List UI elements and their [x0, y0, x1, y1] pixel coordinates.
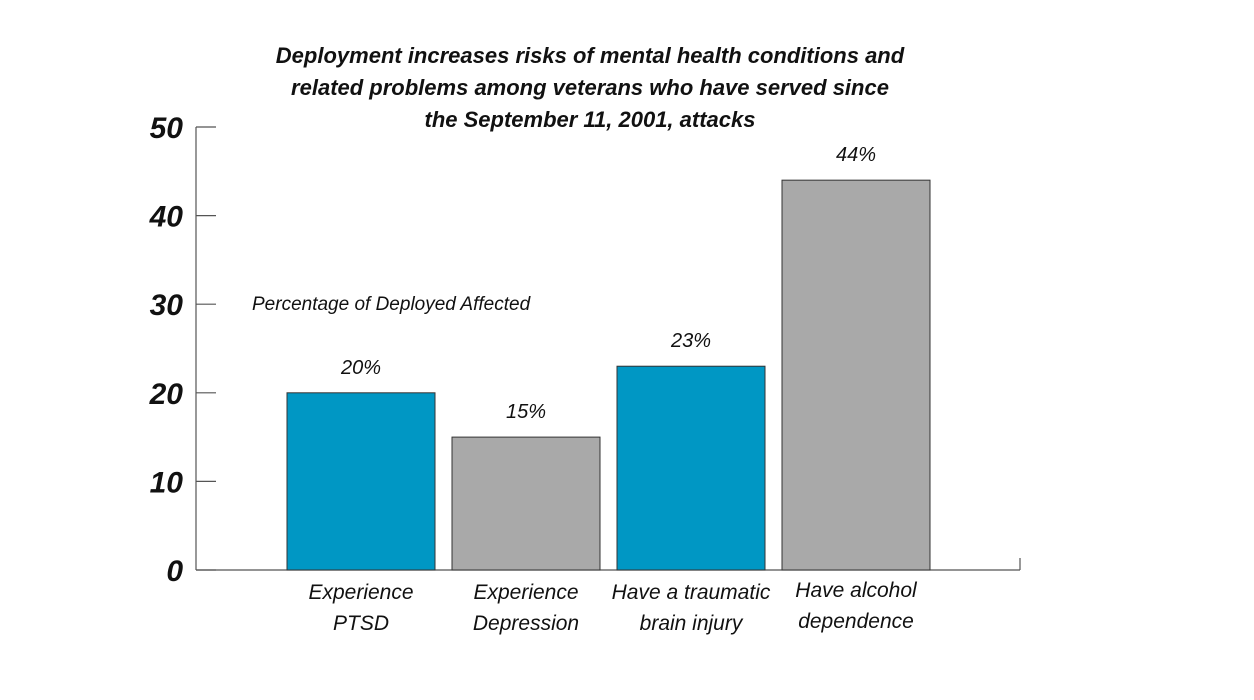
- y-tick-label: 20: [149, 378, 184, 411]
- chart-title: Deployment increases risks of mental hea…: [210, 40, 970, 136]
- x-category-label: Experience: [473, 581, 578, 604]
- bar-value-label: 15%: [506, 401, 546, 423]
- x-category-label: Depression: [473, 612, 579, 635]
- label-group: Percentage of Deployed Affected 20% Experi…: [252, 144, 918, 635]
- x-category-label: Have alcohol: [795, 579, 918, 602]
- bar-value-label: 20%: [340, 357, 381, 379]
- bar: [616, 365, 766, 571]
- y-tick-label: 30: [150, 289, 184, 322]
- x-category-label: Have a traumatic: [612, 581, 771, 604]
- bar-value-label: 44%: [836, 144, 876, 166]
- x-category-label: Experience: [308, 581, 413, 604]
- bar-value-label: 23%: [670, 330, 711, 352]
- y-axis-title: Percentage of Deployed Affected: [252, 294, 532, 315]
- y-tick-label: 50: [150, 112, 184, 145]
- chart-title-line-2: related problems among veterans who have…: [291, 75, 889, 100]
- chart-title-line-1: Deployment increases risks of mental hea…: [275, 43, 905, 68]
- x-category-label: dependence: [798, 610, 914, 633]
- x-category-label: brain injury: [640, 612, 744, 635]
- y-tick-label: 40: [149, 201, 184, 234]
- y-tick-label: 0: [166, 555, 183, 588]
- bar: [286, 392, 436, 571]
- y-tick-label: 10: [150, 466, 184, 499]
- bar: [781, 179, 931, 571]
- x-category-label: PTSD: [333, 612, 389, 635]
- chart-title-line-3: the September 11, 2001, attacks: [424, 107, 756, 132]
- bar: [451, 436, 601, 571]
- bar-group: [286, 179, 931, 571]
